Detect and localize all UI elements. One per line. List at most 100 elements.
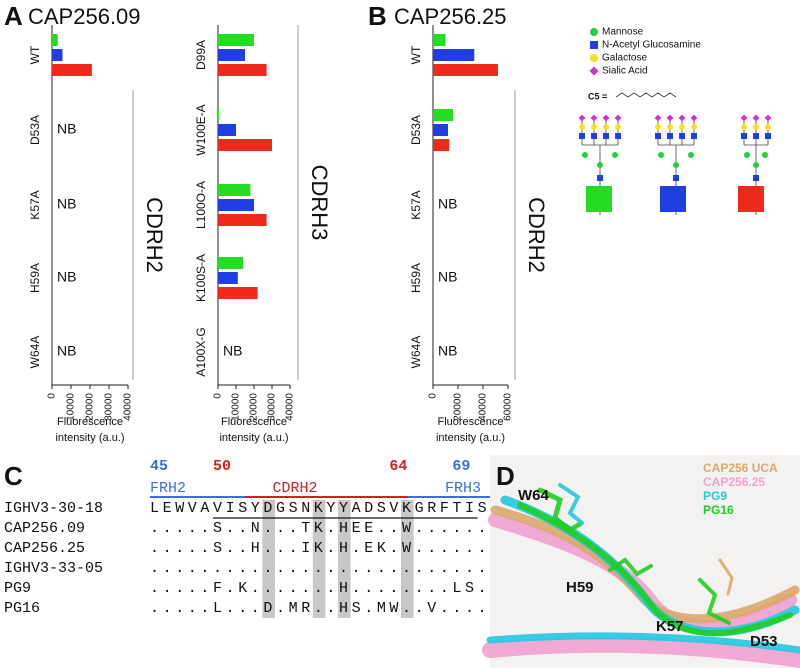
bracket-label: CDRH2 <box>524 197 549 273</box>
row-sequence: .....S..N...TK.HEE..W...... <box>150 520 490 537</box>
series-swatch <box>738 186 764 212</box>
bar <box>218 49 245 61</box>
glycan-symbol <box>578 114 586 122</box>
glycan-symbol <box>579 133 585 139</box>
bar <box>218 34 254 46</box>
position-number: 64 <box>389 458 407 475</box>
x-tick-label: 30000 <box>267 393 278 421</box>
category-label: K57A <box>28 190 42 219</box>
x-tick-label: 40000 <box>285 393 296 421</box>
glycan-symbol <box>658 152 664 158</box>
annotation: NB <box>57 121 76 137</box>
glycan-symbol <box>602 114 610 122</box>
legend-label: N-Acetyl Glucosamine <box>602 40 701 51</box>
category-label: D53A <box>409 115 423 145</box>
row-sequence: .....F.K.......H........LS. <box>150 580 490 597</box>
glycan-symbol <box>655 124 661 130</box>
bar <box>433 124 448 136</box>
glycan-symbol <box>691 133 697 139</box>
bracket-label: CDRH3 <box>307 165 332 241</box>
bar <box>218 257 244 269</box>
ribbon <box>537 487 583 534</box>
x-tick-label: 30000 <box>104 393 115 421</box>
glycan-symbol <box>752 114 760 122</box>
position-number: 45 <box>150 458 168 475</box>
bar <box>218 214 267 226</box>
category-label: WT <box>409 45 423 64</box>
panel-label: D <box>496 461 515 491</box>
category-label: H59A <box>409 263 423 293</box>
glycan-symbol <box>589 66 599 76</box>
glycan-symbol <box>765 124 771 130</box>
x-tick-label: 20000 <box>85 393 96 421</box>
x-tick-label: 20000 <box>453 393 464 421</box>
x-axis-label: Fluorescence <box>57 416 123 428</box>
structure-legend: PG9 <box>703 489 727 503</box>
bar <box>218 124 236 136</box>
glycan-symbol <box>762 152 768 158</box>
series-swatch <box>660 186 686 212</box>
category-label: W64A <box>28 336 42 369</box>
linker-chain <box>615 92 677 98</box>
glycan-symbol <box>678 114 686 122</box>
bar <box>433 139 450 151</box>
structure-legend: PG16 <box>703 503 734 517</box>
x-axis-label: intensity (a.u.) <box>219 432 288 444</box>
row-name: CAP256.25 <box>4 540 85 557</box>
row-sequence: ........................... <box>150 560 490 577</box>
highlight-column <box>312 500 326 618</box>
region-label: CDRH2 <box>272 480 317 497</box>
glycan-symbol <box>690 114 698 122</box>
residue-label: W64 <box>518 487 550 504</box>
ribbon <box>608 557 653 577</box>
structure-legend: CAP256 UCA <box>703 461 778 475</box>
ribbon <box>482 636 800 668</box>
row-sequence: .....L...D.MR..HS.MW..V.... <box>150 600 490 617</box>
glycan-symbol <box>615 124 621 130</box>
region-label: FRH3 <box>445 480 481 497</box>
residue-label: H59 <box>566 579 594 596</box>
highlight-column <box>401 500 414 618</box>
bar <box>433 64 498 76</box>
category-label: D99A <box>194 40 208 70</box>
glycan-symbol <box>679 124 685 130</box>
x-axis-label: intensity (a.u.) <box>436 432 505 444</box>
glycan-symbol <box>667 124 673 130</box>
x-tick-label: 40000 <box>478 393 489 421</box>
glycan-symbol <box>582 152 588 158</box>
glycan-symbol <box>597 162 603 168</box>
category-label: W64A <box>409 336 423 369</box>
bar <box>52 34 58 46</box>
glycan-symbol <box>753 162 759 168</box>
glycan-symbol <box>590 28 598 36</box>
row-sequence: .....S..H...IK.H.EK.W...... <box>150 540 490 557</box>
bar <box>218 199 254 211</box>
panel-label: C <box>4 461 23 491</box>
row-name: IGHV3-33-05 <box>4 560 103 577</box>
glycan-symbol <box>590 41 598 49</box>
category-label: A100X-G <box>194 327 208 376</box>
glycan-symbol <box>591 133 597 139</box>
row-name: CAP256.09 <box>4 520 85 537</box>
annotation: NB <box>223 343 242 359</box>
glycan-symbol <box>753 175 759 181</box>
panel-label: B <box>368 1 387 31</box>
glycan-symbol <box>691 124 697 130</box>
glycan-symbol <box>673 175 679 181</box>
glycan-symbol <box>590 114 598 122</box>
category-label: L100O-A <box>194 181 208 229</box>
row-name: PG16 <box>4 600 40 617</box>
annotation: NB <box>57 343 76 359</box>
x-tick-label: 10000 <box>66 393 77 421</box>
legend-label: Mannose <box>602 27 644 38</box>
linker-label: C5 = <box>588 91 607 101</box>
bar <box>218 287 258 299</box>
glycan-symbol <box>744 152 750 158</box>
x-tick-label: 60000 <box>503 393 514 421</box>
glycan-symbol <box>765 133 771 139</box>
bar <box>218 139 272 151</box>
annotation: NB <box>57 269 76 285</box>
row-name: PG9 <box>4 580 31 597</box>
ribbon <box>718 558 734 596</box>
